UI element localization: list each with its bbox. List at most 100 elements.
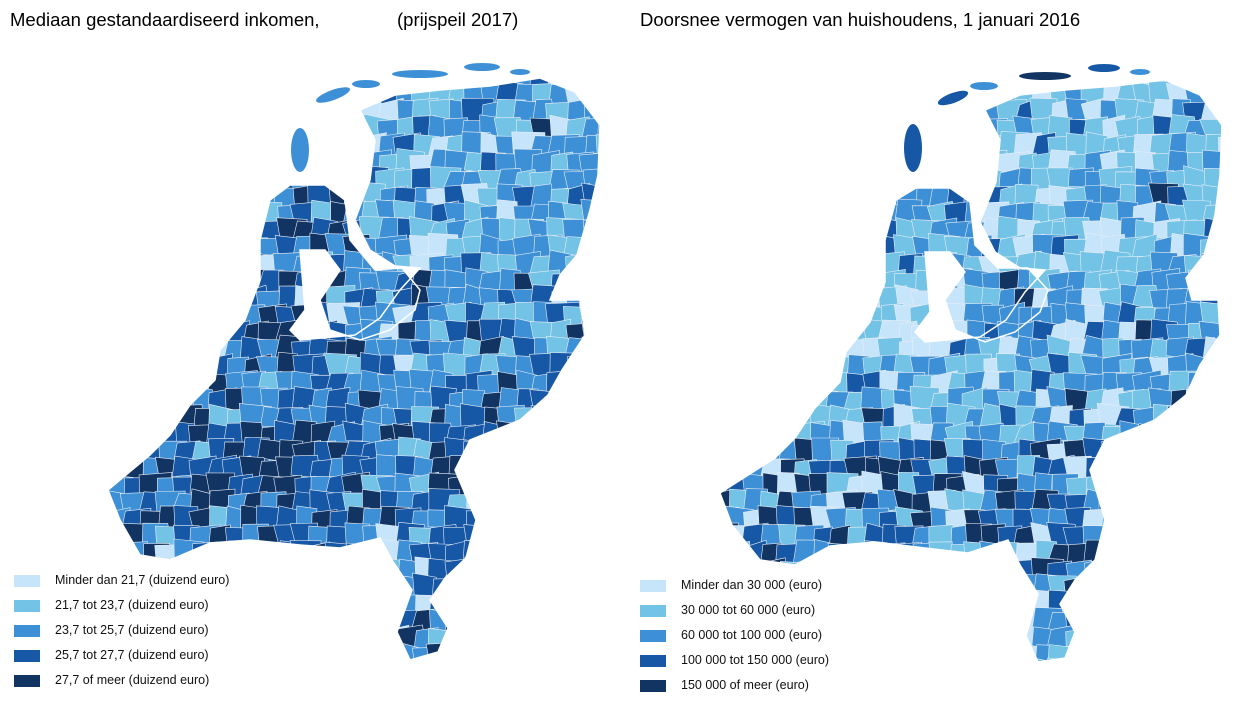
municipality-region (154, 253, 184, 275)
municipality-region (948, 48, 974, 71)
municipality-region (1131, 641, 1161, 662)
municipality-region (597, 339, 600, 363)
municipality-region (445, 676, 474, 700)
municipality-region (478, 629, 511, 657)
municipality-region (725, 80, 757, 89)
municipality-region (325, 589, 357, 623)
municipality-region (547, 490, 574, 523)
municipality-region (602, 354, 620, 381)
municipality-region (1235, 558, 1240, 587)
municipality-region (597, 169, 600, 195)
municipality-region (108, 320, 115, 349)
legend-label: 25,7 tot 27,7 (duizend euro) (55, 648, 209, 662)
municipality-region (946, 134, 971, 157)
municipality-region (1233, 287, 1240, 313)
municipality-region (928, 153, 961, 178)
municipality-region (1202, 149, 1222, 174)
municipality-region (826, 219, 859, 249)
municipality-region (1220, 151, 1222, 180)
municipality-region (582, 423, 600, 450)
municipality-region (108, 222, 132, 244)
municipality-region (982, 611, 1008, 636)
municipality-region (584, 592, 600, 623)
municipality-region (224, 188, 251, 211)
municipality-region (444, 592, 473, 619)
municipality-region (580, 238, 600, 266)
municipality-region (1165, 420, 1193, 444)
municipality-region (1068, 643, 1098, 662)
municipality-region (579, 523, 600, 551)
municipality-region (1219, 233, 1222, 263)
municipality-region (720, 544, 740, 569)
municipality-region (595, 134, 600, 161)
municipality-region (345, 130, 369, 154)
municipality-region (1234, 184, 1240, 212)
municipality-region (548, 78, 576, 79)
municipality-region (564, 78, 595, 92)
municipality-region (999, 677, 1026, 704)
municipality-region (779, 266, 803, 296)
municipality-region (1148, 625, 1175, 654)
municipality-region (595, 525, 600, 550)
municipality-region (1137, 626, 1162, 653)
municipality-region (1221, 48, 1240, 75)
municipality-region (602, 629, 621, 653)
municipality-region (224, 134, 254, 158)
municipality-region (793, 168, 822, 193)
income-choropleth-map (107, 63, 621, 706)
municipality-region (945, 640, 979, 662)
municipality-region (154, 234, 189, 259)
municipality-region (241, 557, 267, 582)
municipality-region (879, 542, 906, 570)
municipality-region (206, 97, 235, 124)
municipality-region (327, 627, 356, 654)
municipality-region (361, 642, 385, 660)
municipality-region (1183, 591, 1217, 620)
municipality-region (597, 437, 600, 465)
municipality-region (193, 268, 223, 297)
municipality-region (172, 221, 204, 243)
municipality-region (944, 114, 972, 138)
legend-swatch (14, 575, 40, 587)
municipality-region (159, 337, 187, 359)
municipality-region (1235, 217, 1240, 243)
municipality-region (262, 676, 286, 703)
municipality-region (343, 608, 366, 638)
municipality-region (139, 387, 166, 420)
municipality-region (1135, 576, 1156, 601)
municipality-region (809, 235, 843, 260)
municipality-region (564, 556, 597, 583)
municipality-region (327, 612, 357, 638)
municipality-region (495, 507, 524, 532)
municipality-region (720, 338, 738, 361)
municipality-region (1199, 596, 1222, 617)
municipality-region (582, 575, 600, 599)
municipality-region (1169, 473, 1190, 497)
municipality-region (259, 136, 285, 155)
municipality-region (1150, 542, 1179, 570)
municipality-region (483, 489, 507, 514)
municipality-region (108, 305, 112, 332)
municipality-region (376, 679, 402, 706)
municipality-region (343, 658, 375, 660)
municipality-region (376, 593, 401, 618)
municipality-region (1203, 403, 1222, 431)
municipality-region (494, 657, 526, 660)
municipality-region (327, 102, 353, 125)
municipality-region (583, 625, 600, 647)
municipality-region (308, 131, 338, 163)
municipality-region (517, 680, 539, 706)
municipality-region (1136, 473, 1161, 498)
municipality-region (727, 97, 753, 125)
municipality-region (896, 609, 925, 636)
municipality-region (812, 255, 840, 279)
municipality-region (528, 591, 558, 623)
municipality-region (1185, 387, 1211, 418)
municipality-region (896, 97, 924, 130)
municipality-region (294, 99, 323, 124)
municipality-region (564, 422, 588, 449)
municipality-region (743, 303, 770, 333)
municipality-region (529, 661, 554, 688)
municipality-region (1148, 441, 1177, 465)
legend-swatch (14, 625, 40, 637)
